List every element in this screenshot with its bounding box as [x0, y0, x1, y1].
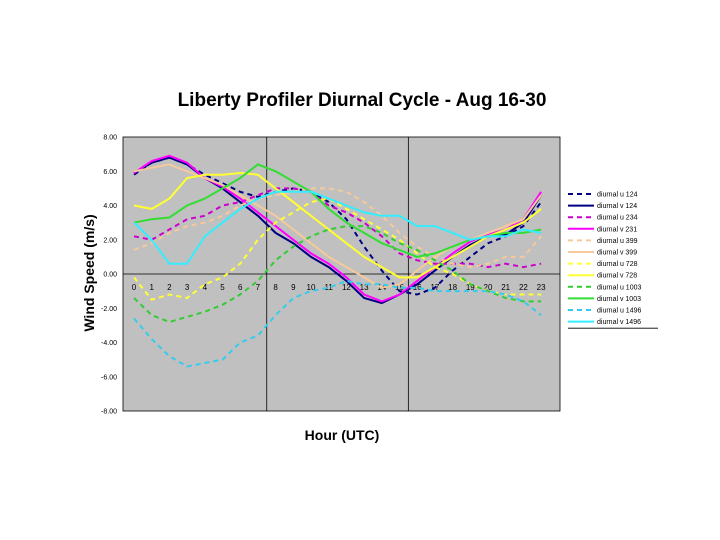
- legend: diurnal u 124 diurnal v 124 diurnal u 234 d…: [568, 192, 658, 329]
- legend-label-7: diurnal v 728: [597, 273, 637, 280]
- series-line-10: [133, 279, 542, 368]
- legend-label-3: diurnal v 231: [597, 226, 637, 233]
- y-axis-title: Wind Speed (m/s): [81, 214, 97, 331]
- series-line-4: [133, 187, 542, 269]
- legend-label-2: diurnal u 234: [597, 215, 638, 222]
- legend-label-6: diurnal u 728: [597, 261, 638, 268]
- x-tick-label: 8: [273, 283, 278, 292]
- y-tick-label: -6.00: [101, 374, 117, 381]
- x-tick-label: 4: [203, 283, 208, 292]
- x-tick-label: 18: [448, 283, 457, 292]
- x-tick-label: 13: [360, 283, 369, 292]
- x-tick-label: 22: [519, 283, 528, 292]
- x-tick-label: 6: [238, 283, 243, 292]
- legend-label-4: diurnal u 399: [597, 238, 638, 245]
- x-tick-label: 2: [167, 283, 172, 292]
- legend-label-10: diurnal u 1496: [597, 308, 641, 315]
- x-tick-label: 5: [220, 283, 225, 292]
- y-tick-label: -4.00: [101, 340, 117, 347]
- x-axis-title: Hour (UTC): [305, 427, 380, 443]
- chart-title: Liberty Profiler Diurnal Cycle - Aug 16-…: [178, 90, 547, 111]
- series-line-2: [133, 187, 542, 269]
- y-tick-label: -8.00: [101, 409, 117, 416]
- y-tick-label: -2.00: [101, 306, 117, 313]
- y-tick-label: 4.00: [103, 203, 117, 210]
- x-tick-label: 1: [149, 283, 154, 292]
- x-tick-label: 15: [395, 283, 404, 292]
- legend-label-8: diurnal u 1003: [597, 284, 641, 291]
- x-tick-label: 12: [342, 283, 351, 292]
- series-layer: [133, 154, 542, 368]
- x-tick-label: 21: [501, 283, 510, 292]
- x-tick-label: 3: [185, 283, 190, 292]
- series-line-11: [133, 190, 542, 265]
- x-tick-label: 0: [132, 283, 137, 292]
- x-tick-label: 7: [256, 283, 261, 292]
- legend-label-9: diurnal v 1003: [597, 296, 641, 303]
- legend-label-0: diurnal u 124: [597, 192, 638, 199]
- y-tick-label: 2.00: [103, 237, 117, 244]
- y-tick-label: 6.00: [103, 169, 117, 176]
- x-tick-label: 16: [413, 283, 422, 292]
- x-tick-label: 20: [484, 283, 493, 292]
- legend-label-1: diurnal v 124: [597, 203, 637, 210]
- legend-label-11: diurnal v 1496: [597, 319, 641, 326]
- y-tick-labels: 8.00 6.00 4.00 2.00 0.00 -2.00 -4.00 -6.00 -8.00: [101, 135, 117, 416]
- series-line-7: [133, 171, 542, 279]
- x-tick-label: 11: [325, 283, 334, 292]
- x-tick-label: 9: [291, 283, 296, 292]
- series-line-6: [133, 197, 542, 301]
- series-line-8: [133, 225, 542, 324]
- legend-label-5: diurnal v 399: [597, 250, 637, 257]
- x-tick-label: 10: [307, 283, 316, 292]
- y-tick-label: 0.00: [103, 272, 117, 279]
- x-tick-label: 23: [537, 283, 546, 292]
- x-tick-label: 19: [466, 283, 475, 292]
- y-tick-label: 8.00: [103, 135, 117, 142]
- series-line-0: [133, 156, 542, 296]
